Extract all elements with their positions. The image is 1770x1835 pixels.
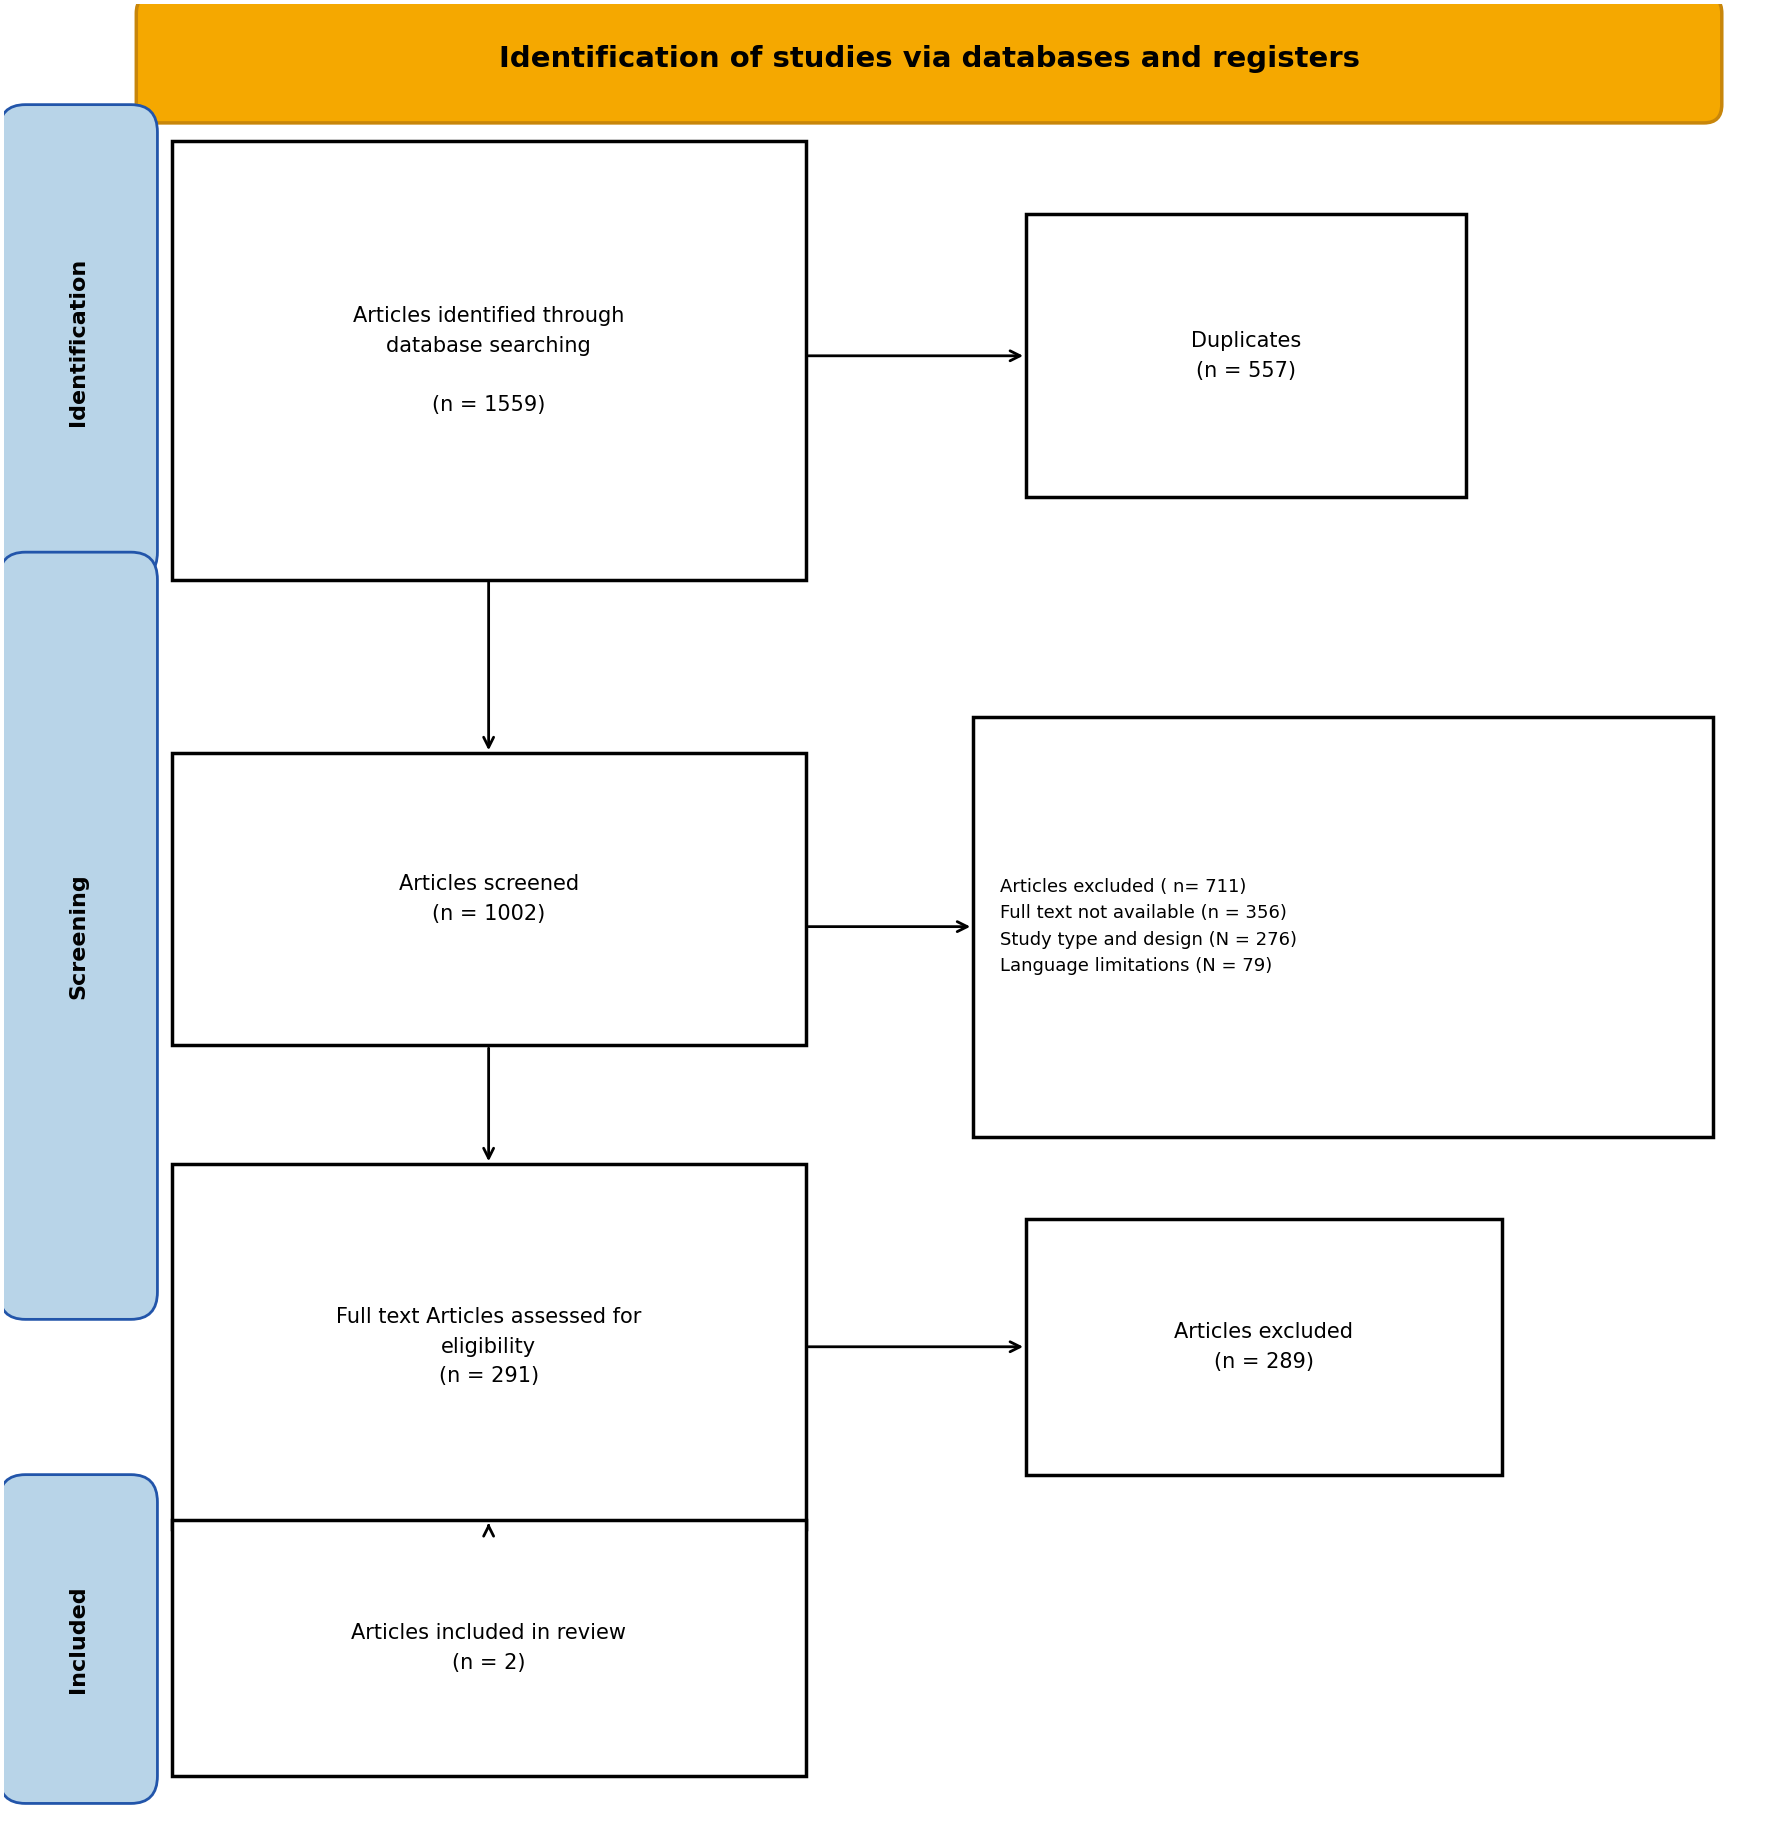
Text: Full text Articles assessed for
eligibility
(n = 291): Full text Articles assessed for eligibil… — [336, 1307, 641, 1387]
FancyBboxPatch shape — [172, 752, 805, 1046]
FancyBboxPatch shape — [172, 141, 805, 580]
Text: Screening: Screening — [69, 873, 88, 998]
FancyBboxPatch shape — [0, 105, 158, 580]
FancyBboxPatch shape — [1027, 215, 1466, 497]
Text: Identification: Identification — [69, 259, 88, 426]
FancyBboxPatch shape — [136, 0, 1722, 123]
Text: Articles excluded
(n = 289): Articles excluded (n = 289) — [1174, 1321, 1354, 1371]
FancyBboxPatch shape — [172, 1163, 805, 1529]
Text: Duplicates
(n = 557): Duplicates (n = 557) — [1191, 330, 1301, 380]
Text: Articles included in review
(n = 2): Articles included in review (n = 2) — [350, 1624, 627, 1674]
Text: Identification of studies via databases and registers: Identification of studies via databases … — [499, 46, 1359, 73]
Text: Articles screened
(n = 1002): Articles screened (n = 1002) — [398, 875, 579, 925]
FancyBboxPatch shape — [974, 716, 1713, 1136]
Text: Articles identified through
database searching

(n = 1559): Articles identified through database sea… — [352, 306, 625, 415]
Text: Included: Included — [69, 1585, 88, 1694]
Text: Articles excluded ( n= 711)
Full text not available (n = 356)
Study type and des: Articles excluded ( n= 711) Full text no… — [1000, 877, 1296, 974]
FancyBboxPatch shape — [0, 1475, 158, 1804]
FancyBboxPatch shape — [172, 1521, 805, 1776]
FancyBboxPatch shape — [1027, 1218, 1501, 1475]
FancyBboxPatch shape — [0, 552, 158, 1319]
